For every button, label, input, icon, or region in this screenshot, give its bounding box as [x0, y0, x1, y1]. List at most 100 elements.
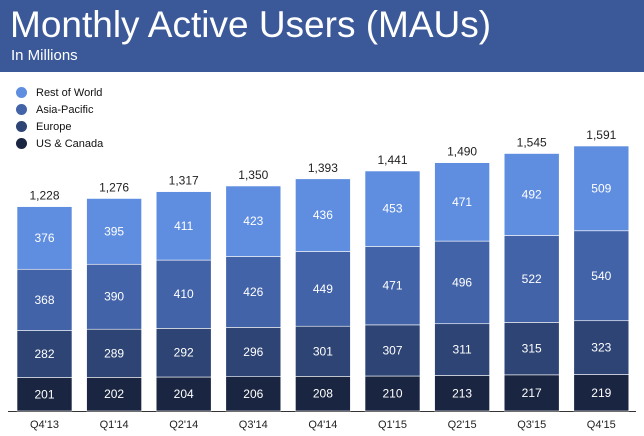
bar-segment-asia-pacific-0	[16, 268, 73, 331]
bar-segment-us-canada-4	[295, 376, 351, 412]
bar-segment-rest-of-world-8	[573, 145, 630, 232]
total-label: 1,350	[238, 168, 268, 182]
bar-segment-asia-pacific-1	[86, 263, 142, 330]
bar-segment-europe-0	[16, 330, 73, 378]
bar-segment-us-canada-7	[503, 374, 560, 412]
data-label: 219	[591, 386, 611, 400]
x-tick-label: Q4'14	[308, 419, 337, 431]
data-label: 296	[243, 345, 263, 359]
data-label: 217	[522, 386, 542, 400]
bar-segment-asia-pacific-6	[434, 240, 490, 325]
data-label: 411	[174, 219, 193, 233]
data-label: 522	[522, 272, 542, 286]
bar-segment-europe-8	[573, 320, 630, 375]
data-label: 449	[313, 282, 333, 296]
data-label: 471	[452, 195, 472, 209]
bar-segment-asia-pacific-8	[573, 230, 630, 322]
data-label: 201	[34, 387, 54, 401]
bar-segment-rest-of-world-2	[155, 191, 212, 261]
data-label: 376	[34, 231, 54, 245]
legend-item-asia-pacific: Asia-Pacific	[16, 101, 103, 118]
bar-segment-rest-of-world-4	[295, 178, 351, 252]
bar-segment-us-canada-2	[155, 376, 212, 412]
bar-segment-europe-4	[295, 325, 351, 377]
legend-swatch-europe	[16, 121, 27, 132]
data-label: 301	[313, 344, 333, 358]
total-label: 1,490	[447, 145, 477, 159]
bar-segment-rest-of-world-3	[225, 185, 282, 257]
data-label: 307	[382, 343, 402, 357]
bar-segment-europe-5	[364, 324, 421, 377]
data-label: 423	[243, 214, 263, 228]
bar-segment-rest-of-world-0	[16, 206, 73, 270]
x-tick-label: Q1'15	[378, 419, 407, 431]
total-label: 1,441	[377, 153, 407, 167]
x-tick-label: Q1'14	[100, 419, 129, 431]
data-label: 410	[174, 287, 194, 301]
bar-segment-rest-of-world-7	[503, 153, 560, 236]
header-bar: Monthly Active Users (MAUs) In Millions	[0, 0, 644, 72]
total-label: 1,228	[29, 189, 59, 203]
legend-swatch-us-canada	[16, 138, 27, 149]
total-label: 1,276	[99, 180, 129, 194]
x-tick-label: Q4'15	[587, 419, 616, 431]
data-label: 390	[104, 290, 124, 304]
legend-label-us-canada: US & Canada	[36, 137, 104, 150]
bar-segment-asia-pacific-2	[155, 259, 212, 329]
data-label: 426	[243, 285, 263, 299]
bar-segment-us-canada-6	[434, 375, 490, 412]
data-label: 436	[313, 208, 333, 222]
bar-segment-asia-pacific-3	[225, 256, 282, 328]
legend-label-rest-of-world: Rest of World	[36, 86, 103, 99]
data-label: 471	[382, 279, 402, 293]
legend-item-rest-of-world: Rest of World	[16, 84, 103, 101]
bar-segment-rest-of-world-1	[86, 198, 142, 265]
bar-segment-europe-6	[434, 323, 490, 376]
x-tick-label: Q4'13	[30, 419, 59, 431]
data-label: 315	[522, 342, 542, 356]
bar-segment-us-canada-5	[364, 375, 421, 412]
total-label: 1,393	[308, 161, 338, 175]
bar-segment-asia-pacific-7	[503, 235, 560, 323]
x-tick-label: Q2'15	[448, 419, 477, 431]
legend-swatch-rest-of-world	[16, 87, 27, 98]
page-title: Monthly Active Users (MAUs)	[10, 4, 492, 45]
legend-label-europe: Europe	[36, 120, 72, 133]
bar-segment-asia-pacific-4	[295, 251, 351, 327]
legend-item-us-canada: US & Canada	[16, 135, 103, 152]
bar-segment-rest-of-world-6	[434, 162, 490, 242]
data-label: 204	[174, 387, 194, 401]
data-label: 282	[34, 347, 54, 361]
bar-segment-us-canada-0	[16, 377, 73, 412]
data-label: 453	[382, 202, 402, 216]
legend-item-europe: Europe	[16, 118, 103, 135]
data-label: 311	[453, 343, 472, 357]
data-label: 210	[382, 387, 402, 401]
bar-segment-rest-of-world-5	[364, 170, 421, 247]
x-tick-label: Q3'14	[239, 419, 268, 431]
bar-segment-asia-pacific-5	[364, 246, 421, 326]
page-subtitle: In Millions	[11, 47, 78, 64]
data-label: 368	[34, 293, 54, 307]
data-label: 206	[243, 387, 263, 401]
data-label: 292	[174, 346, 194, 360]
data-label: 395	[104, 224, 124, 238]
data-label: 323	[591, 341, 611, 355]
data-label: 202	[104, 387, 124, 401]
total-label: 1,545	[517, 135, 547, 149]
data-label: 492	[522, 187, 542, 201]
data-label: 496	[452, 275, 472, 289]
data-label: 509	[591, 181, 611, 195]
legend-label-asia-pacific: Asia-Pacific	[36, 103, 94, 116]
data-label: 213	[452, 386, 472, 400]
legend-swatch-asia-pacific	[16, 104, 27, 115]
bar-segment-europe-1	[86, 328, 142, 378]
x-tick-label: Q2'14	[169, 419, 198, 431]
bar-segment-europe-2	[155, 328, 212, 378]
x-tick-label: Q3'15	[517, 419, 546, 431]
data-label: 289	[104, 346, 124, 360]
chart-legend: Rest of World Asia-Pacific Europe US & C…	[16, 84, 103, 152]
total-label: 1,317	[169, 174, 199, 188]
total-label: 1,591	[586, 128, 616, 142]
